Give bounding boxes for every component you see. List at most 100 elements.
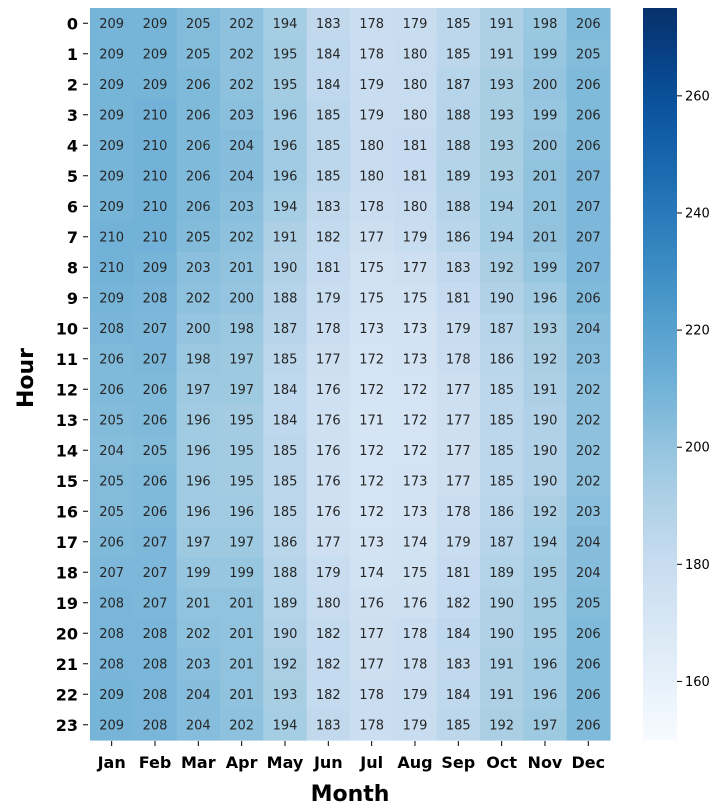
- heatmap-cell: [90, 282, 134, 314]
- y-tick-label: 8: [67, 258, 78, 277]
- cell-value-label: 198: [229, 322, 254, 337]
- heatmap-cell: [90, 221, 134, 253]
- heatmap-cell: [566, 282, 611, 314]
- heatmap-cell: [349, 374, 394, 406]
- cell-value-label: 205: [186, 47, 211, 62]
- cell-value-label: 184: [316, 78, 341, 93]
- cell-value-label: 202: [229, 78, 254, 93]
- cell-value-label: 196: [186, 505, 211, 520]
- y-tick-label: 5: [67, 167, 78, 186]
- cell-value-label: 190: [489, 596, 514, 611]
- heatmap-cell: [393, 709, 438, 741]
- heatmap-cell: [393, 8, 438, 40]
- cell-value-label: 205: [143, 444, 168, 459]
- heatmap-cell: [176, 374, 221, 406]
- cell-value-label: 204: [99, 444, 124, 459]
- heatmap-cell: [219, 557, 264, 589]
- heatmap-cell: [349, 679, 394, 711]
- heatmap-cell: [349, 282, 394, 314]
- cell-value-label: 190: [273, 627, 298, 642]
- y-tick-label: 18: [56, 563, 78, 582]
- heatmap-cell: [523, 38, 568, 70]
- cell-value-label: 172: [359, 444, 384, 459]
- cell-value-label: 180: [403, 78, 428, 93]
- y-tick-label: 9: [67, 289, 78, 308]
- cell-value-label: 191: [489, 688, 514, 703]
- heatmap-cell: [349, 69, 394, 101]
- cell-value-label: 179: [316, 566, 341, 581]
- heatmap-cell: [479, 343, 524, 375]
- heatmap-cell: [566, 99, 611, 131]
- cell-value-label: 206: [576, 78, 601, 93]
- heatmap-cell: [523, 587, 568, 619]
- cell-value-label: 200: [186, 322, 211, 337]
- cell-value-label: 185: [446, 47, 471, 62]
- cell-value-label: 178: [446, 352, 471, 367]
- heatmap-cell: [133, 709, 178, 741]
- heatmap-cell: [263, 8, 308, 40]
- heatmap-cell: [306, 648, 351, 680]
- heatmap-cell: [436, 679, 481, 711]
- cell-value-label: 182: [316, 627, 341, 642]
- cell-value-label: 177: [316, 535, 341, 550]
- heatmap-cell: [349, 496, 394, 528]
- cell-value-label: 172: [359, 383, 384, 398]
- cell-value-label: 207: [143, 596, 168, 611]
- heatmap-cell: [436, 313, 481, 345]
- cell-value-label: 195: [229, 444, 254, 459]
- x-tick-label: Jun: [313, 753, 343, 772]
- heatmap-cell: [393, 160, 438, 192]
- heatmap-cell: [479, 191, 524, 223]
- cell-value-label: 182: [316, 688, 341, 703]
- heatmap-cell: [523, 69, 568, 101]
- cell-value-label: 201: [186, 596, 211, 611]
- cell-value-label: 195: [229, 413, 254, 428]
- y-tick-label: 14: [56, 441, 78, 460]
- cell-value-label: 179: [359, 108, 384, 123]
- cell-value-label: 185: [446, 718, 471, 733]
- cell-value-label: 191: [533, 383, 558, 398]
- heatmap-cell: [263, 343, 308, 375]
- heatmap-cell: [263, 69, 308, 101]
- cell-value-label: 189: [446, 169, 471, 184]
- heatmap-cell: [479, 374, 524, 406]
- heatmap-cell: [176, 38, 221, 70]
- heatmap-cell: [479, 99, 524, 131]
- cell-value-label: 206: [143, 413, 168, 428]
- cell-value-label: 176: [316, 383, 341, 398]
- heatmap-cell: [133, 99, 178, 131]
- heatmap-cell: [90, 557, 134, 589]
- heatmap-cell: [393, 191, 438, 223]
- y-tick-label: 13: [56, 411, 78, 430]
- cell-value-label: 180: [359, 169, 384, 184]
- heatmap-cell: [263, 618, 308, 650]
- heatmap-cell: [263, 648, 308, 680]
- heatmap-cell: [306, 191, 351, 223]
- cell-value-label: 190: [273, 261, 298, 276]
- heatmap-cell: [306, 618, 351, 650]
- heatmap-cell: [306, 435, 351, 467]
- cell-value-label: 172: [359, 505, 384, 520]
- heatmap-cell: [393, 557, 438, 589]
- heatmap-cell: [90, 313, 134, 345]
- cell-value-label: 206: [143, 474, 168, 489]
- cell-value-label: 178: [403, 657, 428, 672]
- heatmap-cell: [479, 130, 524, 162]
- heatmap-cell: [263, 160, 308, 192]
- cell-value-label: 177: [359, 657, 384, 672]
- heatmap-cell: [436, 252, 481, 284]
- cell-value-label: 178: [403, 627, 428, 642]
- cell-value-label: 193: [533, 322, 558, 337]
- cell-value-label: 184: [273, 413, 298, 428]
- heatmap-cell: [133, 130, 178, 162]
- heatmap-cell: [523, 465, 568, 497]
- heatmap-cell: [90, 587, 134, 619]
- y-tick-label: 10: [56, 319, 78, 338]
- heatmap-cell: [90, 160, 134, 192]
- cell-value-label: 183: [446, 261, 471, 276]
- y-tick-label: 6: [67, 197, 78, 216]
- heatmap-cell: [349, 648, 394, 680]
- cell-value-label: 181: [446, 566, 471, 581]
- heatmap-cell: [219, 648, 264, 680]
